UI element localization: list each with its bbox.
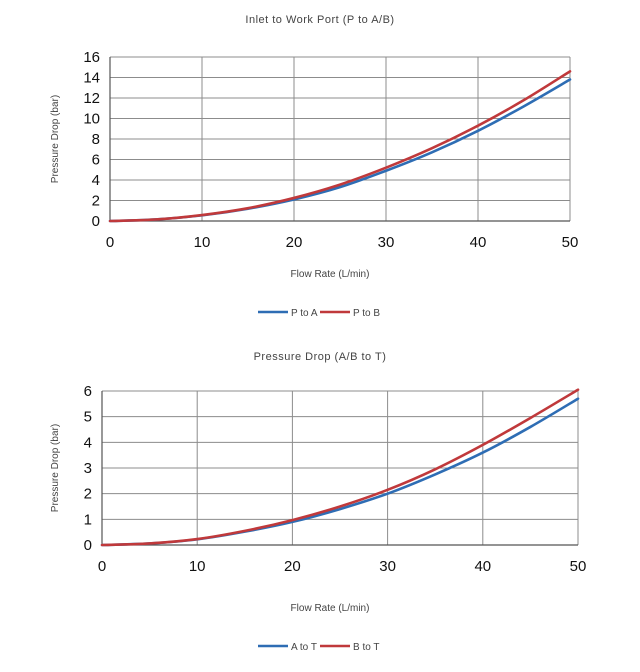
y-axis-title: Pressure Drop (bar) xyxy=(50,95,61,183)
x-tick-label: 0 xyxy=(98,558,106,575)
gridlines xyxy=(109,56,571,222)
gridlines xyxy=(101,390,579,546)
x-tick-label: 40 xyxy=(474,558,491,575)
x-tick-label: 40 xyxy=(470,234,487,251)
x-tick-label: 20 xyxy=(284,558,301,575)
legend-label: P to A xyxy=(291,308,318,319)
y-tick-label: 3 xyxy=(84,460,92,477)
y-tick-label: 6 xyxy=(92,152,100,169)
y-tick-label: 14 xyxy=(83,70,100,87)
series-line-b-to-t xyxy=(100,388,580,547)
chart-panel-inlet-to-work-port: Inlet to Work Port (P to A/B) 0 2 4 6 8 10 12 1… xyxy=(0,0,640,330)
chart-title: Pressure Drop (A/B to T) xyxy=(253,351,387,363)
x-tick-label: 50 xyxy=(562,234,579,251)
series-line-p-to-a xyxy=(108,78,572,223)
x-tick-label: 30 xyxy=(378,234,395,251)
chart-svg: 0 1 2 3 4 5 6 0 10 20 30 40 50 Flow Rate (L/min) Press… xyxy=(50,383,587,653)
x-axis-title: Flow Rate (L/min) xyxy=(291,269,370,280)
x-tick-label: 10 xyxy=(194,234,211,251)
x-axis-title: Flow Rate (L/min) xyxy=(291,603,370,614)
x-tick-label: 20 xyxy=(286,234,303,251)
legend-label: B to T xyxy=(353,642,380,653)
legend: P to A P to B xyxy=(258,308,380,319)
legend-label: P to B xyxy=(353,308,380,319)
y-tick-label: 0 xyxy=(84,537,92,554)
series-line-p-to-b xyxy=(108,70,572,223)
chart-panel-a-b-to-t: Pressure Drop (A/B to T) 0 1 2 3 4 5 6 0 10 20 30 4… xyxy=(0,340,640,672)
y-tick-label: 16 xyxy=(83,49,100,66)
x-tick-label: 50 xyxy=(570,558,587,575)
chart-svg: 0 2 4 6 8 10 12 14 16 0 10 20 30 40 50 Flow Rate (L/min… xyxy=(50,49,579,319)
y-tick-label: 5 xyxy=(84,409,92,426)
y-tick-label: 2 xyxy=(84,486,92,503)
y-tick-label: 0 xyxy=(92,213,100,230)
y-axis-title: Pressure Drop (bar) xyxy=(50,424,61,512)
x-tick-label: 10 xyxy=(189,558,206,575)
y-tick-label: 12 xyxy=(83,90,100,107)
y-tick-label: 4 xyxy=(92,172,100,189)
series-line-a-to-t xyxy=(100,397,580,547)
legend-label: A to T xyxy=(291,642,317,653)
y-tick-label: 1 xyxy=(84,511,92,528)
y-tick-label: 2 xyxy=(92,193,100,210)
y-tick-label: 10 xyxy=(83,111,100,128)
x-tick-label: 30 xyxy=(379,558,396,575)
y-tick-label: 4 xyxy=(84,434,92,451)
y-tick-label: 6 xyxy=(84,383,92,400)
chart-title: Inlet to Work Port (P to A/B) xyxy=(245,14,395,26)
y-tick-label: 8 xyxy=(92,131,100,148)
legend: A to T B to T xyxy=(258,642,380,653)
x-tick-label: 0 xyxy=(106,234,114,251)
